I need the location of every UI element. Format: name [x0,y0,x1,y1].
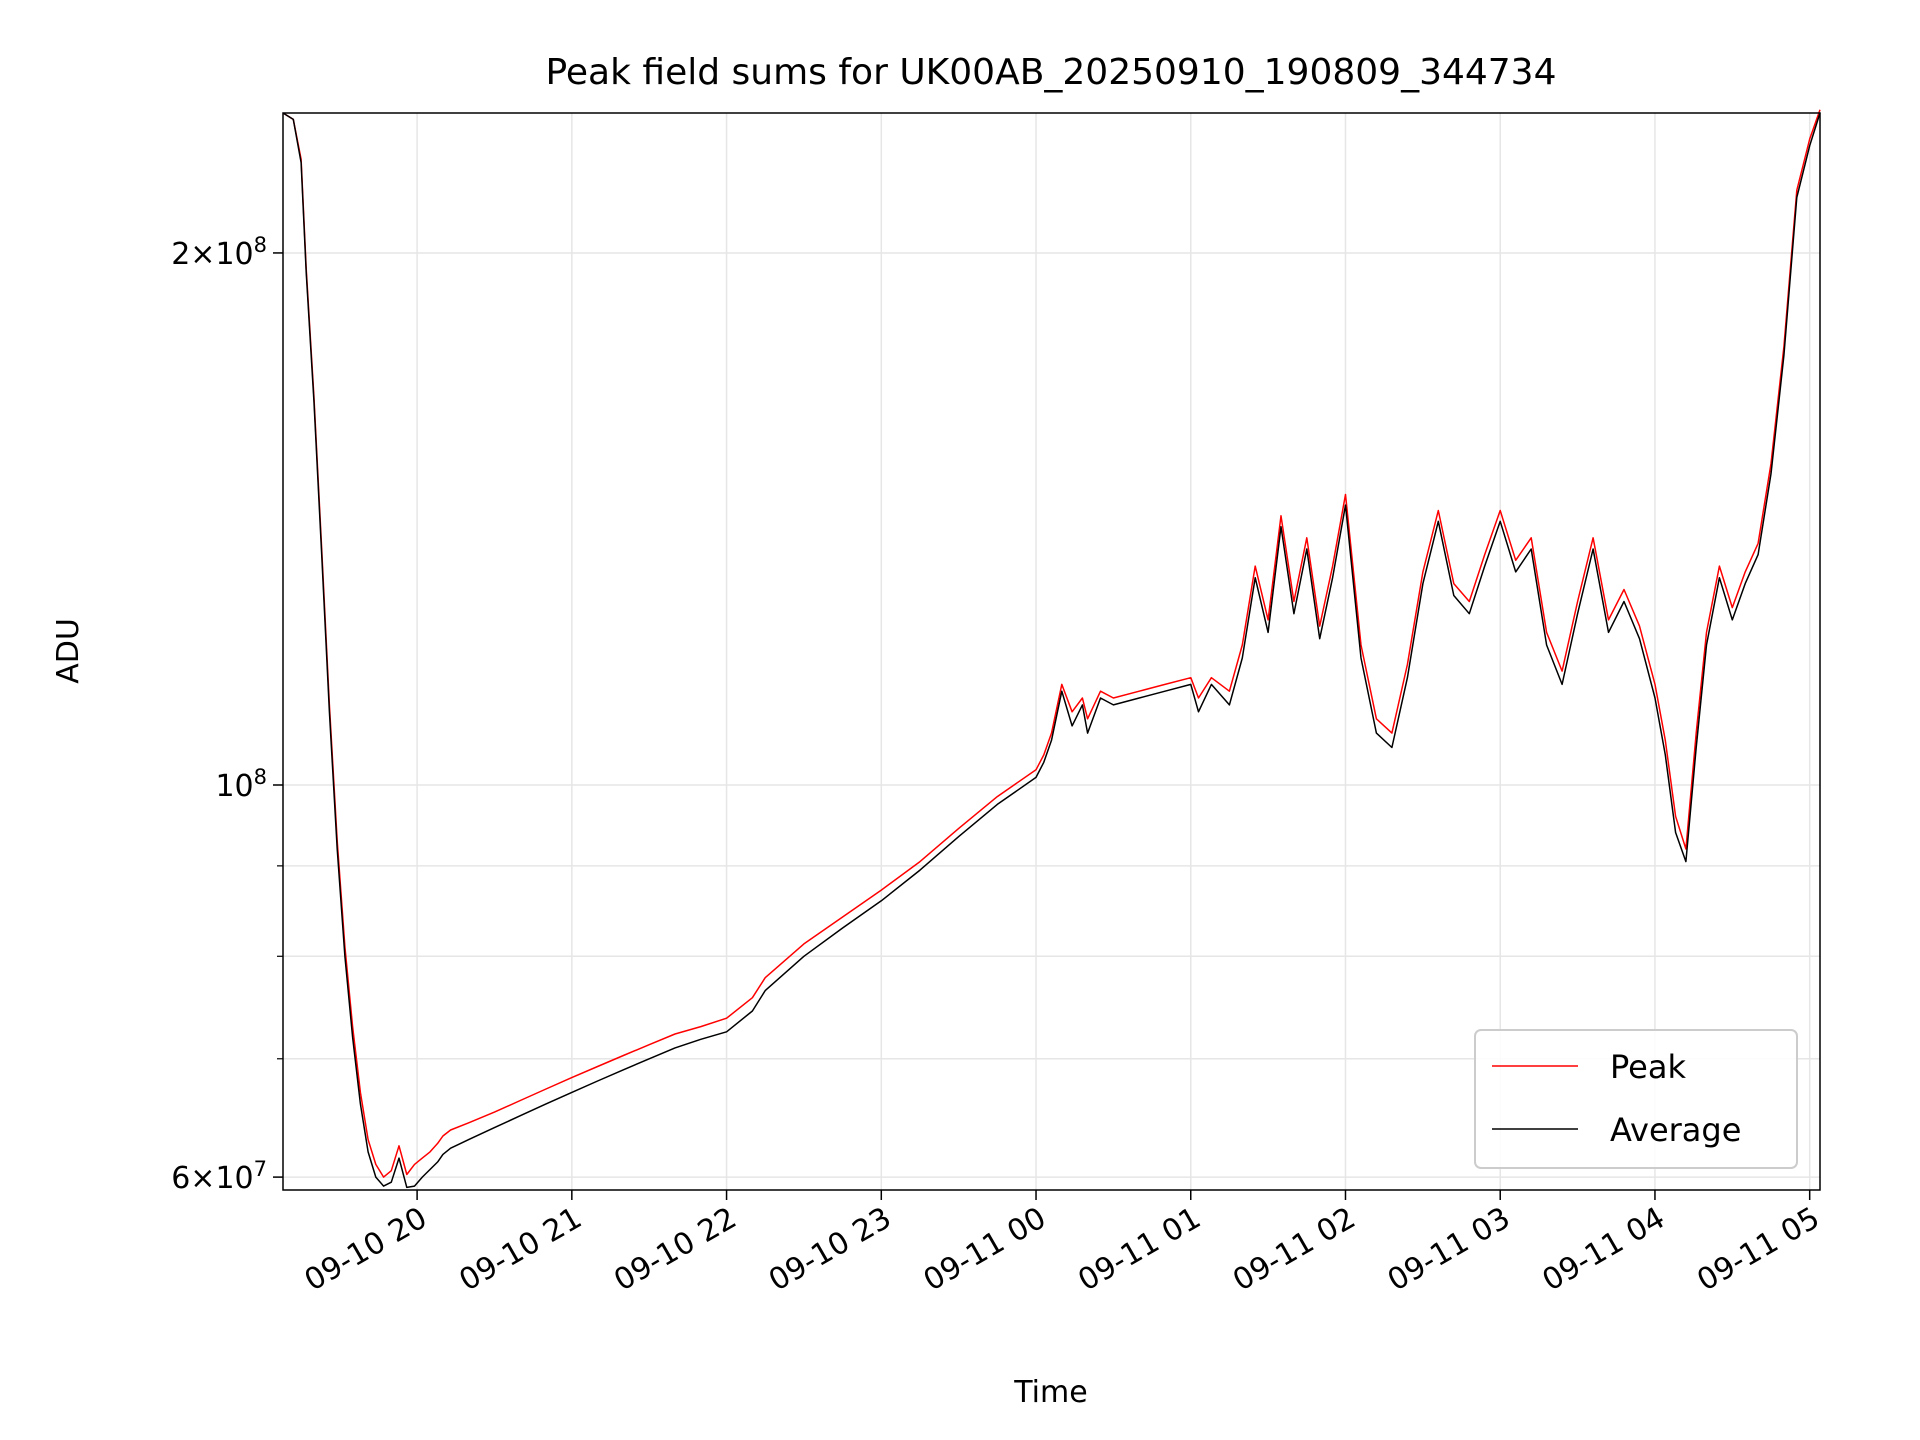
y-axis-ticks: 6×107 108 2×108 [171,233,283,1196]
series-line-average [282,112,1821,1189]
plot-frame [282,112,1821,1191]
legend-box [1474,1029,1798,1169]
y-tick-label: 6×107 [171,1157,267,1196]
legend-peak-label: Peak [1610,1048,1686,1086]
plot-lines [282,109,1821,1189]
chart-title: Peak field sums for UK00AB_20250910_1908… [545,52,1556,93]
y-tick-label: 108 [215,765,267,804]
y-axis-label: ADU [51,618,86,684]
grid [283,113,1820,1190]
x-axis-label: Time [1013,1375,1087,1410]
legend: Peak Average [1474,1029,1798,1169]
series-line-peak [282,109,1821,1178]
legend-average-label: Average [1610,1111,1741,1149]
y-tick-label: 2×108 [171,233,267,272]
